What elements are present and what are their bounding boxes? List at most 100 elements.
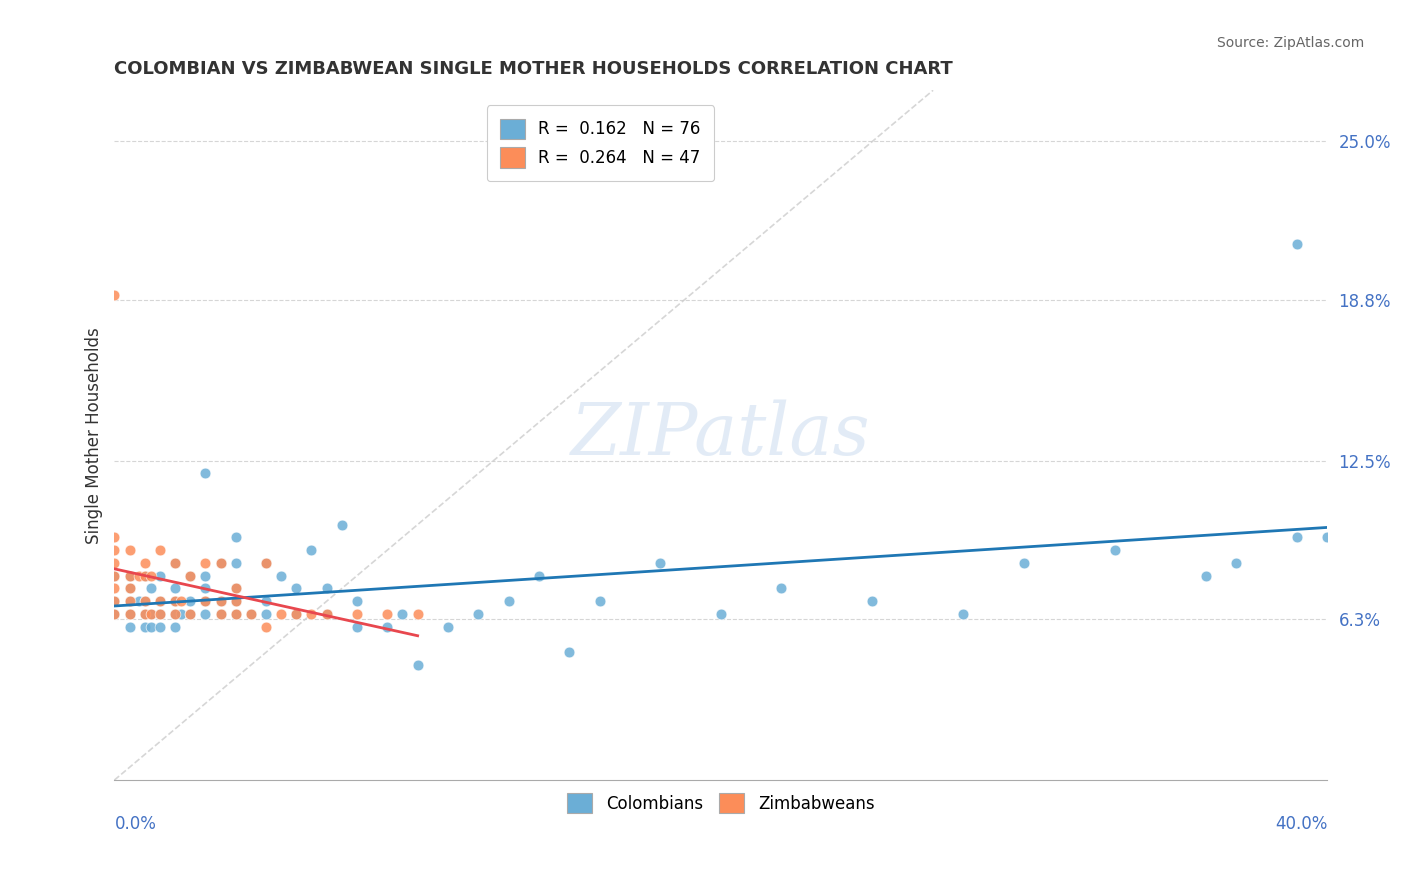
Point bbox=[165, 620, 187, 634]
Point bbox=[650, 556, 672, 570]
Point bbox=[118, 582, 141, 596]
Point bbox=[165, 594, 187, 608]
Point bbox=[209, 607, 232, 621]
Point bbox=[254, 620, 277, 634]
Point bbox=[194, 594, 217, 608]
Point bbox=[209, 594, 232, 608]
Point bbox=[134, 607, 156, 621]
Point bbox=[1316, 530, 1339, 544]
Point bbox=[225, 582, 247, 596]
Point bbox=[346, 607, 368, 621]
Point bbox=[1012, 556, 1035, 570]
Point bbox=[467, 607, 489, 621]
Point bbox=[225, 530, 247, 544]
Point bbox=[103, 594, 125, 608]
Point bbox=[315, 582, 337, 596]
Text: 0.0%: 0.0% bbox=[114, 814, 156, 832]
Point bbox=[118, 607, 141, 621]
Text: Source: ZipAtlas.com: Source: ZipAtlas.com bbox=[1216, 36, 1364, 50]
Point bbox=[209, 556, 232, 570]
Point bbox=[285, 607, 308, 621]
Point bbox=[315, 607, 337, 621]
Text: COLOMBIAN VS ZIMBABWEAN SINGLE MOTHER HOUSEHOLDS CORRELATION CHART: COLOMBIAN VS ZIMBABWEAN SINGLE MOTHER HO… bbox=[114, 60, 953, 78]
Point bbox=[139, 620, 162, 634]
Point bbox=[270, 568, 292, 582]
Text: 40.0%: 40.0% bbox=[1275, 814, 1327, 832]
Point bbox=[710, 607, 733, 621]
Point bbox=[225, 607, 247, 621]
Point bbox=[179, 568, 201, 582]
Point bbox=[270, 607, 292, 621]
Point bbox=[225, 607, 247, 621]
Point bbox=[134, 568, 156, 582]
Point bbox=[139, 607, 162, 621]
Point bbox=[375, 620, 398, 634]
Point bbox=[139, 568, 162, 582]
Point bbox=[346, 620, 368, 634]
Point bbox=[952, 607, 974, 621]
Point bbox=[1195, 568, 1218, 582]
Point bbox=[527, 568, 550, 582]
Point bbox=[225, 594, 247, 608]
Point bbox=[1285, 236, 1308, 251]
Point bbox=[165, 607, 187, 621]
Point bbox=[103, 582, 125, 596]
Point bbox=[118, 620, 141, 634]
Point bbox=[118, 594, 141, 608]
Point bbox=[301, 607, 323, 621]
Legend: Colombians, Zimbabweans: Colombians, Zimbabweans bbox=[561, 787, 882, 820]
Point bbox=[170, 607, 193, 621]
Point bbox=[179, 607, 201, 621]
Point bbox=[128, 594, 150, 608]
Point bbox=[498, 594, 520, 608]
Point bbox=[194, 467, 217, 481]
Point bbox=[194, 607, 217, 621]
Point bbox=[139, 582, 162, 596]
Point bbox=[239, 607, 262, 621]
Point bbox=[165, 607, 187, 621]
Point bbox=[437, 620, 460, 634]
Point bbox=[134, 556, 156, 570]
Point bbox=[103, 568, 125, 582]
Point bbox=[134, 594, 156, 608]
Point bbox=[406, 607, 429, 621]
Point bbox=[165, 556, 187, 570]
Point bbox=[103, 568, 125, 582]
Point bbox=[165, 582, 187, 596]
Point bbox=[346, 594, 368, 608]
Point bbox=[254, 607, 277, 621]
Point bbox=[139, 607, 162, 621]
Point bbox=[103, 530, 125, 544]
Point bbox=[285, 607, 308, 621]
Point bbox=[149, 594, 172, 608]
Point bbox=[118, 568, 141, 582]
Point bbox=[149, 594, 172, 608]
Point bbox=[194, 594, 217, 608]
Point bbox=[118, 582, 141, 596]
Point bbox=[149, 607, 172, 621]
Point bbox=[254, 594, 277, 608]
Point bbox=[103, 594, 125, 608]
Point bbox=[179, 594, 201, 608]
Point bbox=[209, 556, 232, 570]
Text: ZIPatlas: ZIPatlas bbox=[571, 400, 870, 470]
Point bbox=[118, 568, 141, 582]
Point bbox=[315, 607, 337, 621]
Point bbox=[149, 620, 172, 634]
Point bbox=[165, 556, 187, 570]
Point bbox=[194, 582, 217, 596]
Point bbox=[225, 594, 247, 608]
Point bbox=[375, 607, 398, 621]
Point bbox=[254, 556, 277, 570]
Point bbox=[391, 607, 413, 621]
Point bbox=[118, 594, 141, 608]
Point bbox=[103, 287, 125, 301]
Point bbox=[103, 607, 125, 621]
Point bbox=[588, 594, 610, 608]
Point bbox=[149, 568, 172, 582]
Point bbox=[179, 568, 201, 582]
Point bbox=[179, 607, 201, 621]
Point bbox=[194, 556, 217, 570]
Point bbox=[103, 556, 125, 570]
Point bbox=[862, 594, 884, 608]
